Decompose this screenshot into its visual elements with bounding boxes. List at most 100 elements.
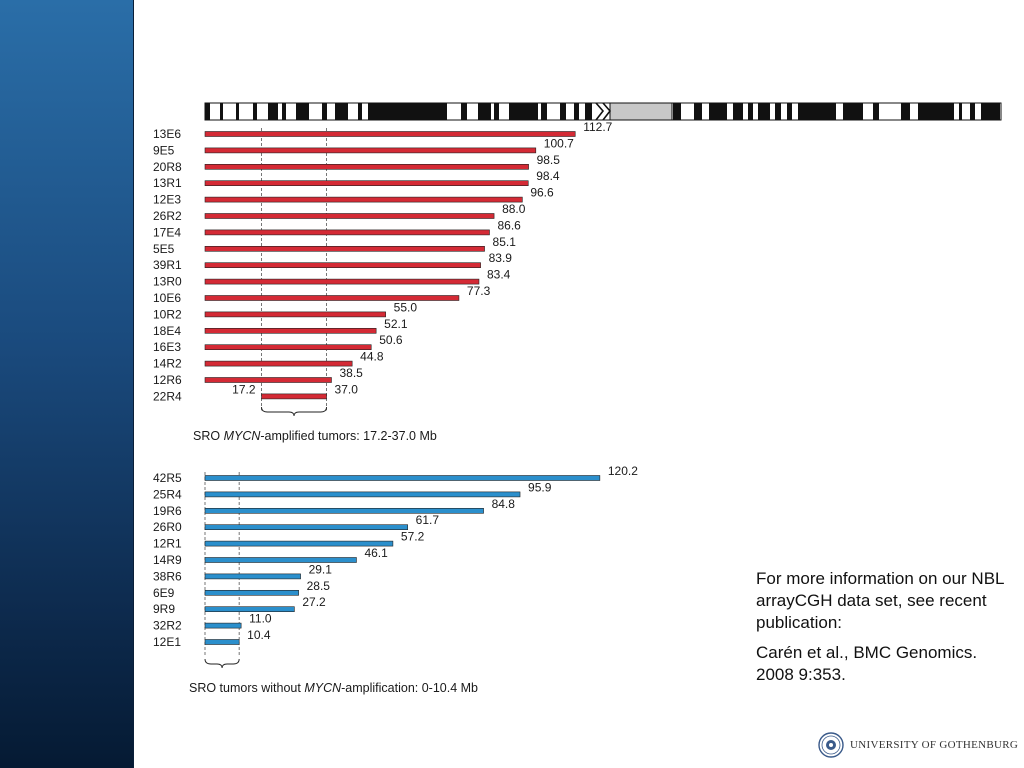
bar bbox=[204, 589, 299, 596]
bar bbox=[204, 524, 408, 531]
category-label: 26R0 bbox=[153, 520, 182, 534]
value-label: 50.6 bbox=[379, 333, 403, 347]
category-label: 39R1 bbox=[153, 258, 182, 272]
category-label: 5E5 bbox=[153, 242, 175, 256]
ideogram-band bbox=[918, 103, 954, 120]
bar bbox=[204, 540, 394, 547]
university-seal-icon bbox=[818, 732, 844, 758]
ideogram-band bbox=[758, 103, 770, 120]
value-label: 98.5 bbox=[537, 153, 561, 167]
category-label: 13R1 bbox=[153, 176, 182, 190]
bar bbox=[204, 606, 295, 613]
category-label: 20R8 bbox=[153, 160, 182, 174]
ideogram-band bbox=[296, 103, 309, 120]
bar bbox=[204, 327, 377, 334]
bar bbox=[204, 164, 529, 170]
category-label: 10E6 bbox=[153, 291, 181, 305]
ideogram-band bbox=[205, 103, 210, 120]
category-label: 10R2 bbox=[153, 307, 182, 321]
info-box: For more information on our NBL arrayCGH… bbox=[756, 568, 1018, 694]
bar bbox=[204, 622, 242, 629]
value-label: 100.7 bbox=[544, 136, 574, 150]
category-label: 26R2 bbox=[153, 209, 182, 223]
value-label: 27.2 bbox=[302, 595, 326, 609]
category-label: 14R9 bbox=[153, 553, 182, 567]
value-label: 28.5 bbox=[307, 579, 331, 593]
ideogram-band bbox=[220, 103, 223, 120]
category-label: 12R6 bbox=[153, 373, 182, 387]
category-label: 17E4 bbox=[153, 225, 181, 239]
value-label: 95.9 bbox=[528, 480, 552, 494]
ideogram-band bbox=[322, 103, 327, 120]
category-label: 13R0 bbox=[153, 275, 182, 289]
ideogram-band bbox=[981, 103, 1000, 120]
ideogram-band bbox=[358, 103, 362, 120]
ideogram-band bbox=[775, 103, 781, 120]
bar bbox=[204, 507, 484, 514]
category-label: 12E1 bbox=[153, 635, 181, 649]
bar bbox=[204, 131, 576, 137]
chromosome-ideogram bbox=[204, 102, 1002, 121]
ideogram-band bbox=[970, 103, 975, 120]
category-label: 22R4 bbox=[153, 389, 182, 403]
bar bbox=[204, 262, 481, 269]
value-label: 83.4 bbox=[487, 268, 511, 282]
mycn-amplified-panel: 13E6 112.7 9E5 100.7 20R8 98.5 13R1 98.4 12E3 96.… bbox=[153, 120, 613, 443]
sidebar-panel bbox=[0, 0, 134, 768]
value-label: 37.0 bbox=[335, 382, 359, 396]
sro-brace bbox=[261, 406, 327, 417]
category-label: 25R4 bbox=[153, 487, 182, 501]
ideogram-band bbox=[560, 103, 566, 120]
value-label: 83.9 bbox=[489, 251, 513, 265]
value-label: 10.4 bbox=[247, 628, 271, 642]
ideogram-band bbox=[253, 103, 257, 120]
ideogram-band bbox=[478, 103, 491, 120]
category-label: 42R5 bbox=[153, 471, 182, 485]
value-label: 98.4 bbox=[536, 169, 560, 183]
value-label: 77.3 bbox=[467, 284, 491, 298]
value-label: 52.1 bbox=[384, 317, 408, 331]
bar bbox=[204, 491, 521, 498]
value-label: 38.5 bbox=[339, 366, 363, 380]
bar bbox=[204, 213, 495, 219]
ideogram-band bbox=[282, 103, 286, 120]
citation-text: Carén et al., BMC Genomics. 2008 9:353. bbox=[756, 643, 978, 684]
value-label: 96.6 bbox=[530, 186, 554, 200]
panel-caption: SRO tumors without MYCN-amplification: 0… bbox=[189, 681, 478, 695]
bar bbox=[204, 180, 529, 186]
category-label: 6E9 bbox=[153, 586, 175, 600]
ideogram-band bbox=[461, 103, 467, 120]
ideogram-band bbox=[494, 103, 499, 120]
category-label: 16E3 bbox=[153, 340, 181, 354]
ideogram-band bbox=[585, 103, 592, 120]
value-label: 86.6 bbox=[497, 218, 521, 232]
value-label: 11.0 bbox=[249, 612, 272, 626]
sro-brace bbox=[204, 658, 240, 669]
category-label: 32R2 bbox=[153, 619, 182, 633]
bar bbox=[204, 295, 460, 301]
value-label: 55.0 bbox=[394, 300, 418, 314]
ideogram-band bbox=[787, 103, 792, 120]
value-label: 61.7 bbox=[416, 513, 440, 527]
ideogram-band bbox=[798, 103, 836, 120]
ideogram-band bbox=[236, 103, 239, 120]
ideogram-band bbox=[574, 103, 579, 120]
category-label: 12R1 bbox=[153, 537, 182, 551]
ideogram-band bbox=[733, 103, 743, 120]
bar bbox=[204, 196, 523, 203]
category-label: 9E5 bbox=[153, 143, 175, 157]
bar bbox=[204, 311, 386, 318]
non-amplified-panel: 42R5 120.2 25R4 95.9 19R6 84.8 26R0 61.7 12R1 57.… bbox=[153, 464, 638, 695]
bar bbox=[204, 475, 601, 481]
bar bbox=[204, 246, 485, 252]
bar bbox=[204, 377, 332, 383]
bar bbox=[204, 147, 537, 154]
category-label: 19R6 bbox=[153, 504, 182, 518]
category-label: 14R2 bbox=[153, 357, 182, 371]
bar bbox=[204, 573, 301, 580]
value-label: 57.2 bbox=[401, 530, 425, 544]
panel-caption: SRO MYCN-amplified tumors: 17.2-37.0 Mb bbox=[193, 429, 437, 443]
university-logo: UNIVERSITY OF GOTHENBURG bbox=[818, 731, 1018, 759]
bar bbox=[204, 360, 353, 367]
category-label: 13E6 bbox=[153, 127, 181, 141]
